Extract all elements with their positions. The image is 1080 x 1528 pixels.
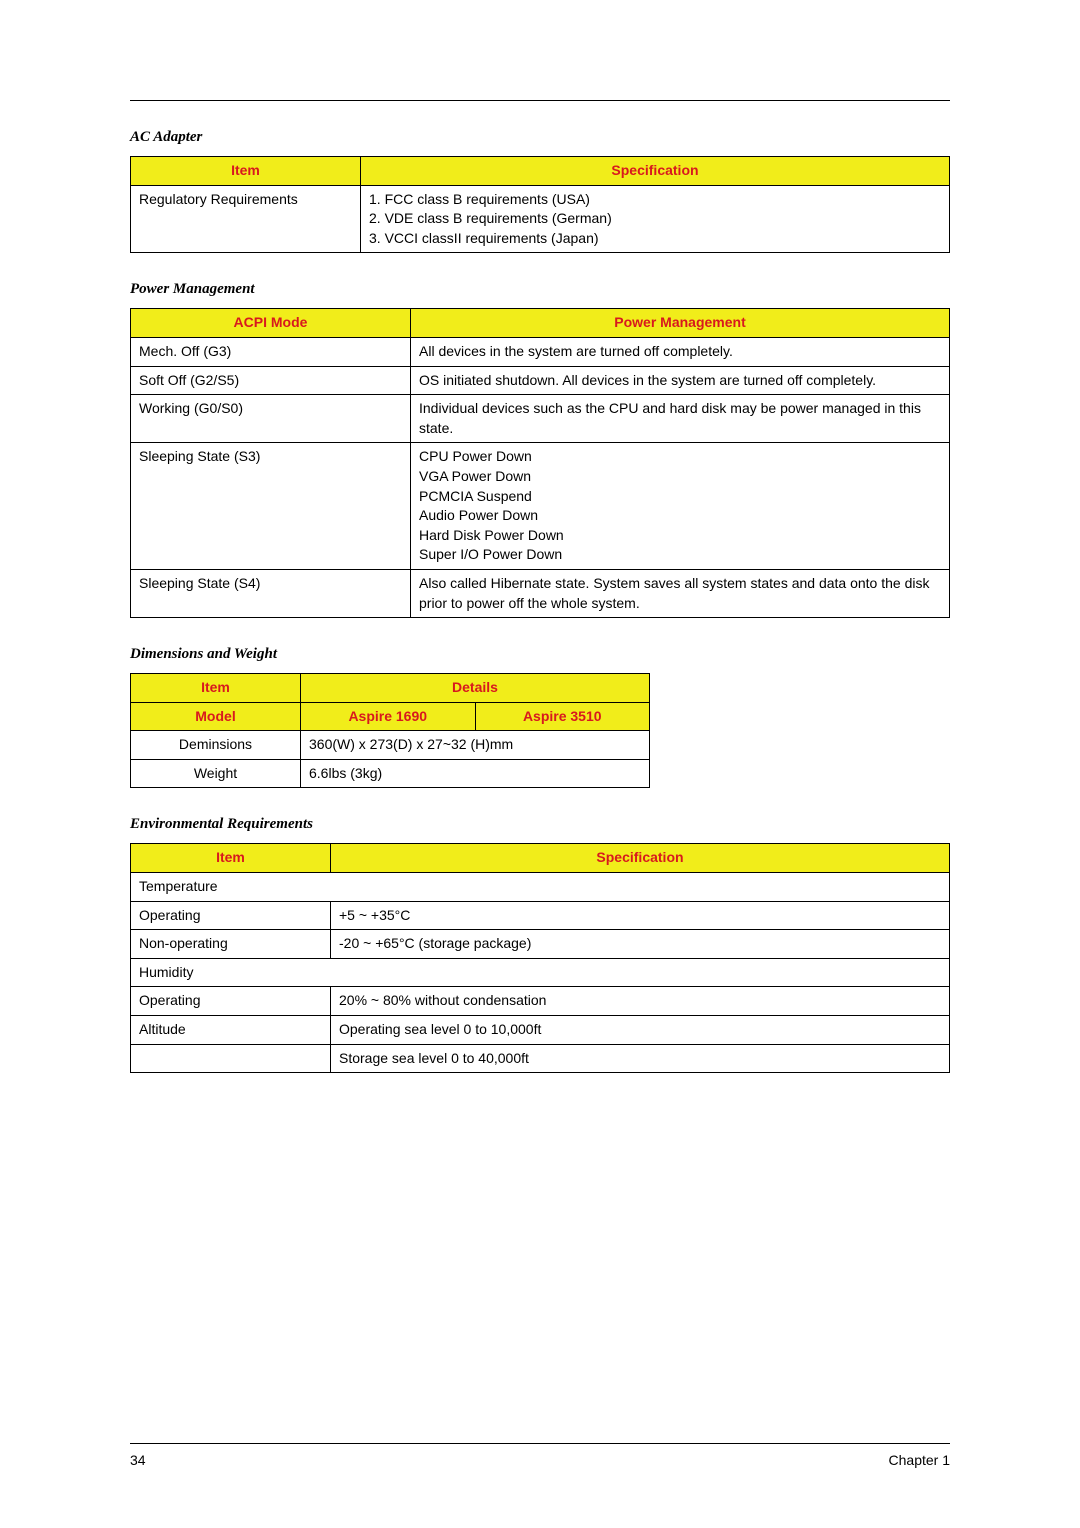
cell-value: 360(W) x 273(D) x 27~32 (H)mm <box>301 731 650 760</box>
col-header-item: Item <box>131 157 361 186</box>
chapter-label: Chapter 1 <box>889 1452 950 1468</box>
top-horizontal-rule <box>130 100 950 101</box>
cell-item: Regulatory Requirements <box>131 185 361 253</box>
table-row: Sleeping State (S4) Also called Hibernat… <box>131 569 950 617</box>
table-row: Weight 6.6lbs (3kg) <box>131 759 650 788</box>
table-row: Operating 20% ~ 80% without condensation <box>131 987 950 1016</box>
table-row: Sleeping State (S3) CPU Power Down VGA P… <box>131 443 950 570</box>
cell-span: Temperature <box>131 873 950 902</box>
table-row: Soft Off (G2/S5) OS initiated shutdown. … <box>131 366 950 395</box>
col-header-spec: Specification <box>331 844 950 873</box>
cell-item: Operating <box>131 901 331 930</box>
cell-desc: Individual devices such as the CPU and h… <box>411 395 950 443</box>
col-header-details: Details <box>301 674 650 703</box>
table-row: Humidity <box>131 958 950 987</box>
footer-horizontal-rule <box>130 1443 950 1444</box>
cell-desc: CPU Power Down VGA Power Down PCMCIA Sus… <box>411 443 950 570</box>
cell-spec: 20% ~ 80% without condensation <box>331 987 950 1016</box>
table-row: Working (G0/S0) Individual devices such … <box>131 395 950 443</box>
table-header-row: Item Details <box>131 674 650 703</box>
table-row: Mech. Off (G3) All devices in the system… <box>131 337 950 366</box>
environmental-title: Environmental Requirements <box>130 816 950 833</box>
power-management-title: Power Management <box>130 281 950 298</box>
cell-desc: OS initiated shutdown. All devices in th… <box>411 366 950 395</box>
subheader-model: Model <box>131 702 301 731</box>
page-footer: 34 Chapter 1 <box>130 1443 950 1468</box>
cell-mode: Soft Off (G2/S5) <box>131 366 411 395</box>
col-header-pm: Power Management <box>411 309 950 338</box>
table-row: Deminsions 360(W) x 273(D) x 27~32 (H)mm <box>131 731 650 760</box>
cell-desc: All devices in the system are turned off… <box>411 337 950 366</box>
cell-spec: Operating sea level 0 to 10,000ft <box>331 1016 950 1045</box>
table-subheader-row: Model Aspire 1690 Aspire 3510 <box>131 702 650 731</box>
table-row: Regulatory Requirements 1. FCC class B r… <box>131 185 950 253</box>
table-row: Non-operating -20 ~ +65°C (storage packa… <box>131 930 950 959</box>
cell-item <box>131 1044 331 1073</box>
ac-adapter-table: Item Specification Regulatory Requiremen… <box>130 156 950 253</box>
cell-spec: Storage sea level 0 to 40,000ft <box>331 1044 950 1073</box>
cell-value: 6.6lbs (3kg) <box>301 759 650 788</box>
col-header-spec: Specification <box>361 157 950 186</box>
table-header-row: Item Specification <box>131 157 950 186</box>
subheader-aspire-1690: Aspire 1690 <box>301 702 476 731</box>
table-header-row: Item Specification <box>131 844 950 873</box>
table-header-row: ACPI Mode Power Management <box>131 309 950 338</box>
ac-adapter-title: AC Adapter <box>130 129 950 146</box>
cell-spec: 1. FCC class B requirements (USA) 2. VDE… <box>361 185 950 253</box>
col-header-mode: ACPI Mode <box>131 309 411 338</box>
cell-desc: Also called Hibernate state. System save… <box>411 569 950 617</box>
power-management-table: ACPI Mode Power Management Mech. Off (G3… <box>130 308 950 618</box>
table-row: Temperature <box>131 873 950 902</box>
cell-spec: -20 ~ +65°C (storage package) <box>331 930 950 959</box>
col-header-item: Item <box>131 844 331 873</box>
cell-mode: Sleeping State (S3) <box>131 443 411 570</box>
cell-item: Deminsions <box>131 731 301 760</box>
environmental-table: Item Specification Temperature Operating… <box>130 843 950 1073</box>
table-row: Operating +5 ~ +35°C <box>131 901 950 930</box>
subheader-aspire-3510: Aspire 3510 <box>475 702 650 731</box>
col-header-item: Item <box>131 674 301 703</box>
page-number: 34 <box>130 1452 146 1468</box>
dimensions-weight-title: Dimensions and Weight <box>130 646 950 663</box>
cell-spec: +5 ~ +35°C <box>331 901 950 930</box>
cell-mode: Sleeping State (S4) <box>131 569 411 617</box>
cell-mode: Mech. Off (G3) <box>131 337 411 366</box>
cell-item: Operating <box>131 987 331 1016</box>
table-row: Storage sea level 0 to 40,000ft <box>131 1044 950 1073</box>
dimensions-weight-table: Item Details Model Aspire 1690 Aspire 35… <box>130 673 650 788</box>
cell-item: Weight <box>131 759 301 788</box>
cell-item: Altitude <box>131 1016 331 1045</box>
cell-span: Humidity <box>131 958 950 987</box>
table-row: Altitude Operating sea level 0 to 10,000… <box>131 1016 950 1045</box>
cell-item: Non-operating <box>131 930 331 959</box>
cell-mode: Working (G0/S0) <box>131 395 411 443</box>
